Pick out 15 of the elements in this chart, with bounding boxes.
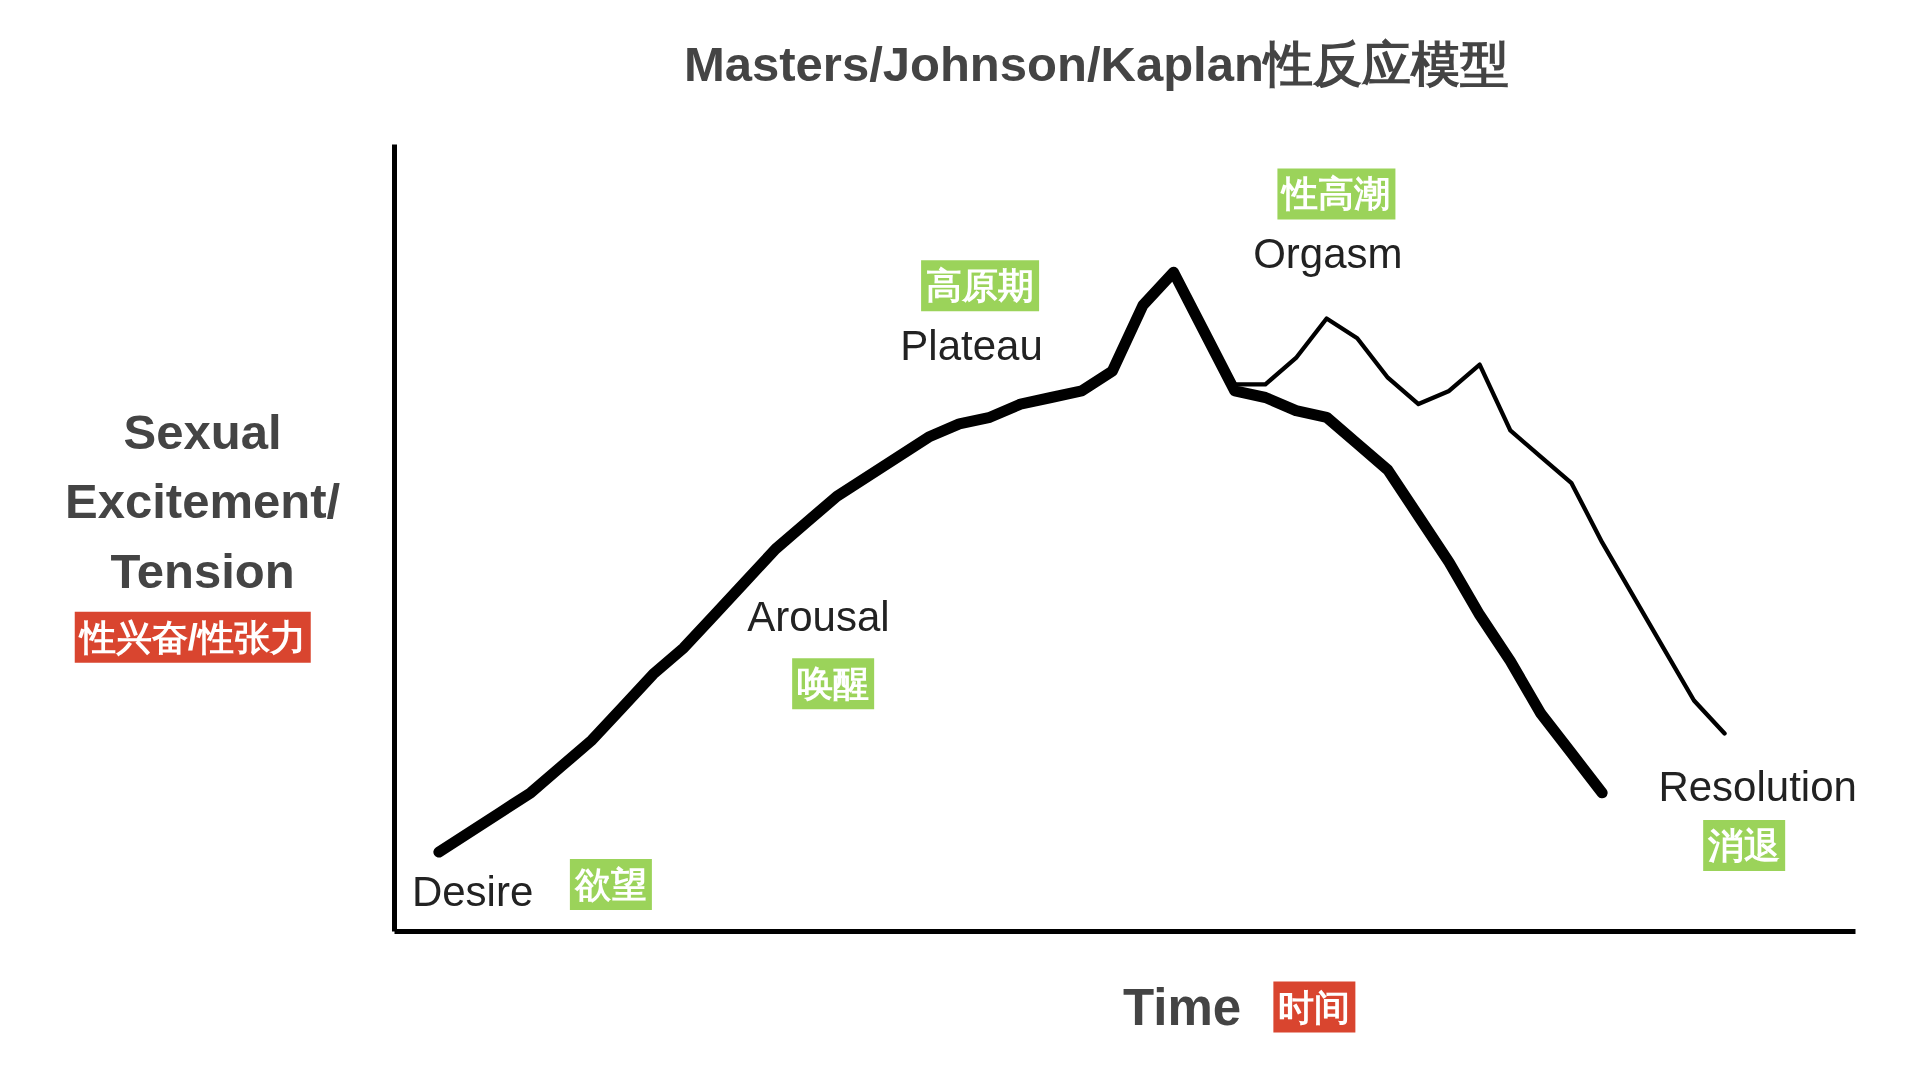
- annotation: Plateau: [900, 322, 1043, 370]
- annotation: Desire: [411, 868, 534, 916]
- annotation: Orgasm: [1253, 230, 1403, 278]
- annotation: 消退: [1707, 824, 1781, 866]
- text: 性高潮: [1280, 173, 1391, 215]
- annotation: 高原期: [926, 265, 1035, 307]
- y-axis-title: Sexual Excitement/ Tension: [65, 404, 341, 599]
- text: 时间: [1278, 986, 1351, 1028]
- x-axis-title: Time: [1123, 978, 1242, 1036]
- annotation: 欲望: [573, 864, 647, 906]
- text: 性兴奋/性张力: [77, 616, 306, 658]
- annotation: Resolution: [1658, 763, 1857, 811]
- chart-title: Masters/Johnson/Kaplan性反应模型: [683, 37, 1509, 92]
- annotation: Arousal: [747, 592, 890, 640]
- annotation: 唤醒: [797, 663, 870, 705]
